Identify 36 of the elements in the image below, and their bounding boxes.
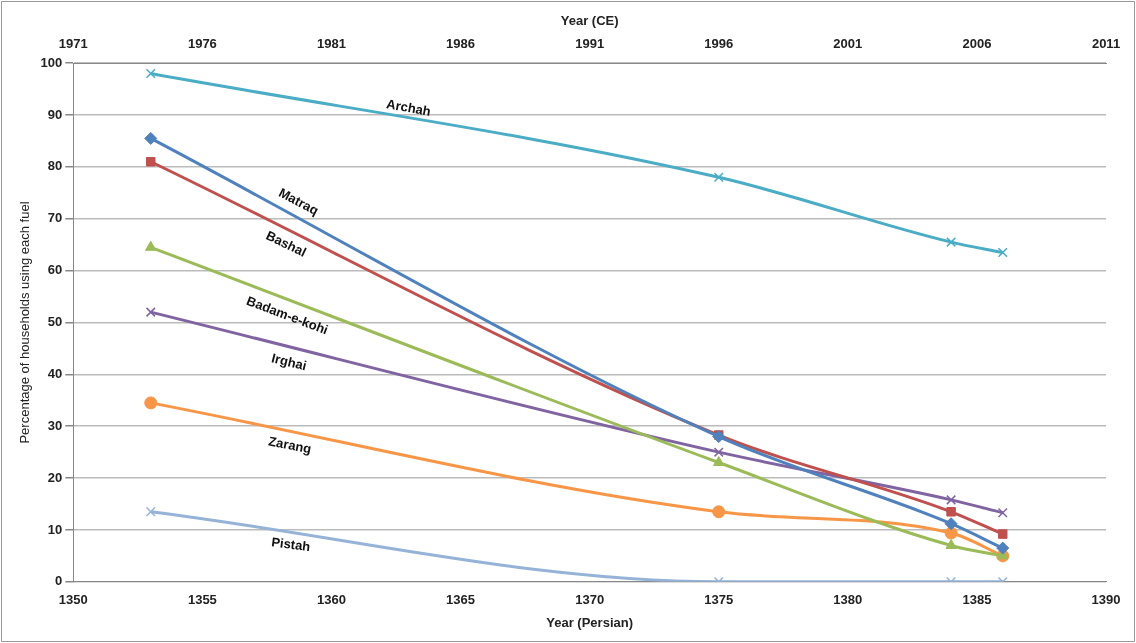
y-axis-title: Percentage of households using each fuel <box>17 201 33 444</box>
y-tick-label: 80 <box>47 158 63 174</box>
x2-tick-label: 2001 <box>833 35 863 51</box>
x-tick-label: 1355 <box>187 592 217 608</box>
x-tick-label: 1350 <box>58 592 88 608</box>
text: Zarang <box>267 433 313 457</box>
x2-tick-label: 1996 <box>704 35 734 51</box>
x-tick-label: 1360 <box>317 592 346 608</box>
x2-axis-title: Year (CE) <box>560 13 619 29</box>
x-axis-title: Year (Persian) <box>546 614 633 630</box>
y-tick-label: 70 <box>47 210 63 226</box>
x-tick-label: 1365 <box>446 592 476 608</box>
x2-tick-label: 2011 <box>1091 35 1121 51</box>
y-tick-label: 10 <box>47 521 63 537</box>
x-tick-label: 1390 <box>1091 592 1121 608</box>
x-tick-label: 1370 <box>575 592 605 608</box>
x-tick-label: 1380 <box>833 592 863 608</box>
y-tick-label: 90 <box>47 106 63 122</box>
x-tick-label: 1385 <box>962 592 992 608</box>
y-tick-label: 20 <box>47 469 63 485</box>
text: Pistah <box>270 534 312 555</box>
y-tick-label: 60 <box>47 262 63 278</box>
y-tick-label: 0 <box>55 573 63 589</box>
y-tick-label: 40 <box>47 365 63 381</box>
y-tick-label: 100 <box>40 54 63 70</box>
x-tick-label: 1375 <box>704 592 734 608</box>
text: Irghai <box>270 350 309 374</box>
y-tick-label: 30 <box>47 417 63 433</box>
x2-tick-label: 1981 <box>317 35 346 51</box>
x2-tick-label: 1991 <box>575 35 605 51</box>
x2-tick-label: 1976 <box>187 35 217 51</box>
x2-tick-label: 2006 <box>962 35 992 51</box>
x2-tick-label: 1986 <box>446 35 476 51</box>
x2-tick-label: 1971 <box>58 35 88 51</box>
text: Archah <box>385 96 433 119</box>
y-tick-label: 50 <box>47 314 63 330</box>
